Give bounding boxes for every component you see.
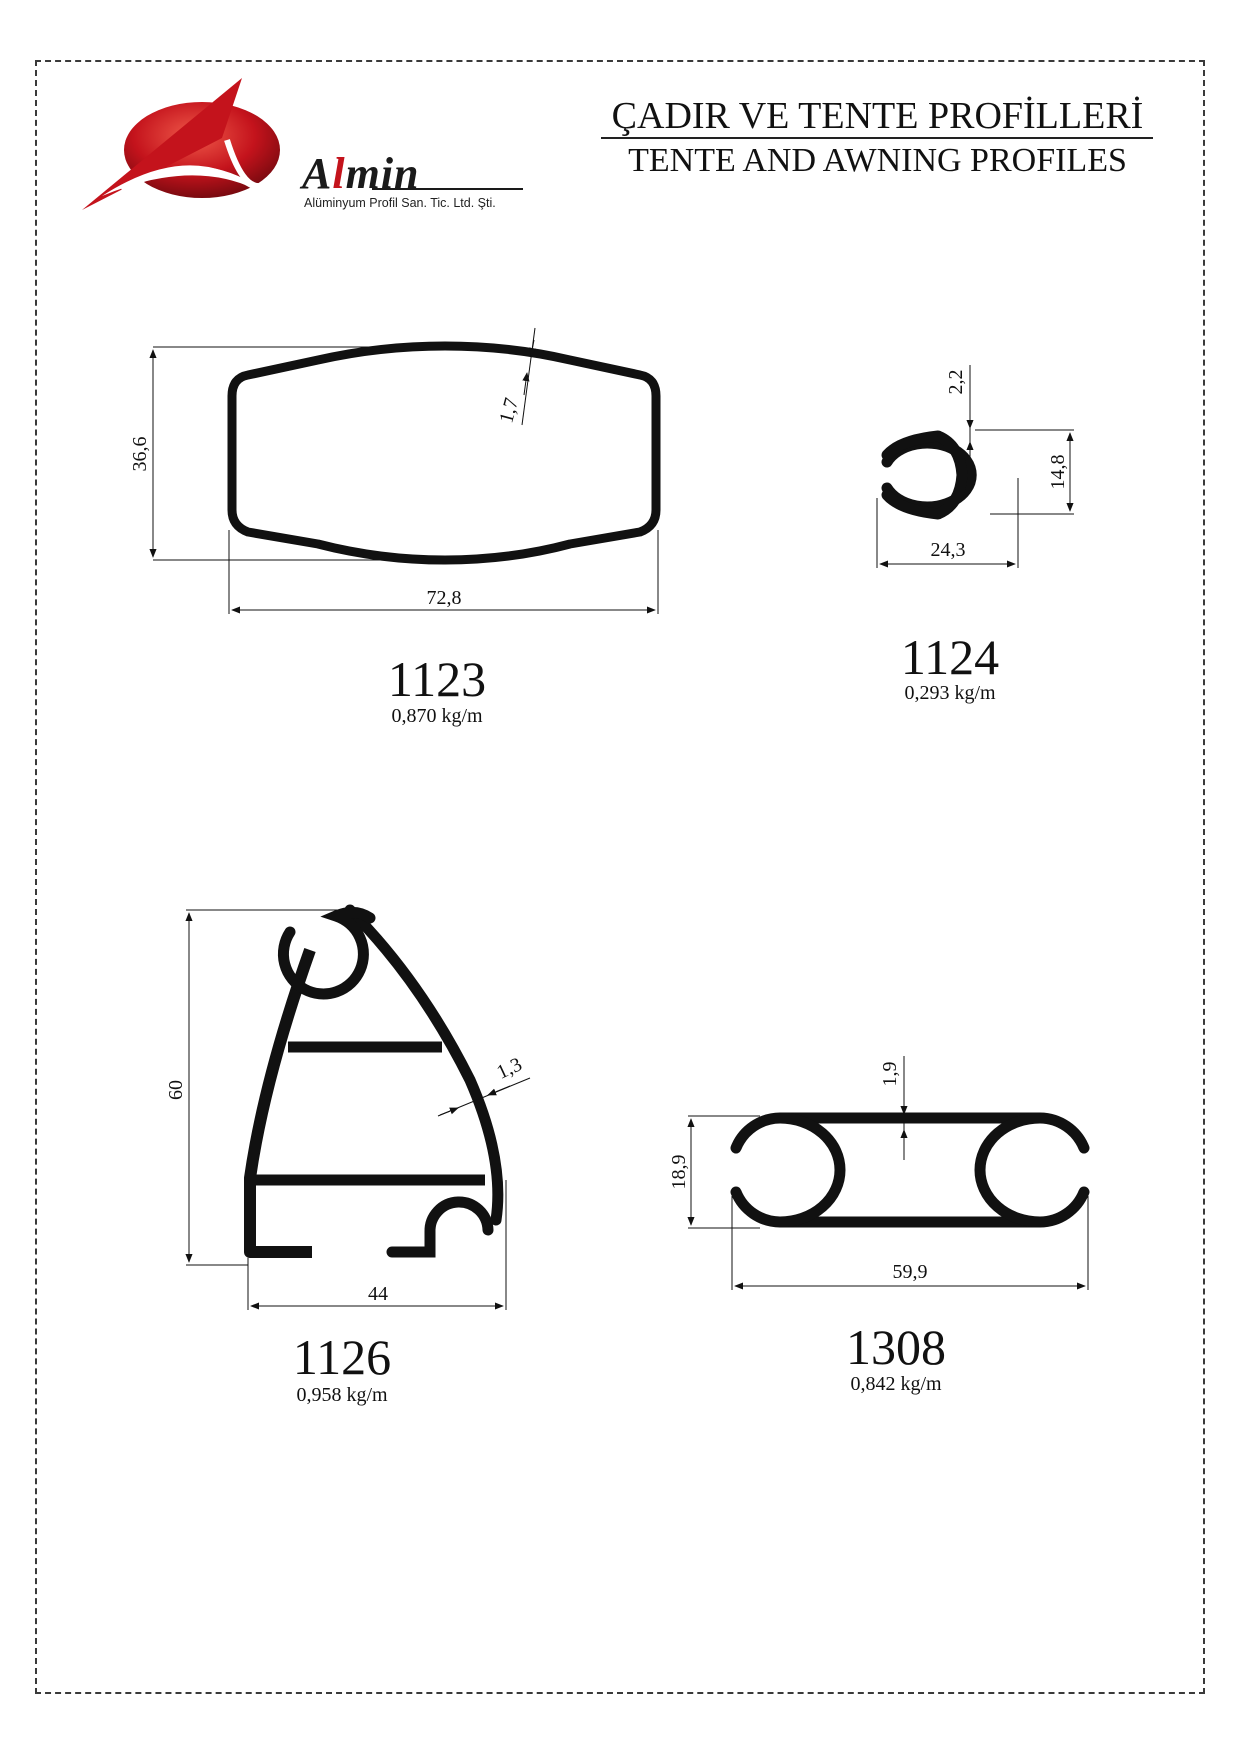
profile-1126-weight: 0,958 kg/m — [296, 1384, 388, 1406]
title-underline — [601, 137, 1153, 139]
profile-1124-weight: 0,293 kg/m — [904, 682, 996, 704]
dim-1124-wall: 2,2 — [945, 370, 967, 395]
profile-1308-weight: 0,842 kg/m — [850, 1373, 942, 1395]
dim-1308-width: 59,9 — [893, 1261, 928, 1283]
profile-1123-drawing: 36,6 72,8 1,7 — [129, 327, 661, 614]
profile-1126-code: 1126 — [292, 1329, 392, 1385]
logo-subtitle: Alüminyum Profil San. Tic. Ltd. Şti. — [304, 196, 496, 210]
title-english: TENTE AND AWNING PROFILES — [628, 142, 1127, 179]
dim-1308-wall: 1,9 — [879, 1062, 901, 1087]
page-border — [35, 60, 1205, 1694]
logo-brand: Almin — [302, 149, 420, 198]
profile-1308-drawing: 18,9 59,9 1,9 — [668, 1056, 1090, 1290]
almin-logo — [82, 78, 523, 210]
title-turkish: ÇADIR VE TENTE PROFİLLERİ — [611, 95, 1144, 137]
dim-1123-wall: 1,7 — [495, 396, 523, 426]
profile-1124-code: 1124 — [900, 629, 1000, 685]
profile-1123-weight: 0,870 kg/m — [391, 705, 483, 727]
dim-1123-width: 72,8 — [427, 587, 462, 609]
dim-1124-width: 24,3 — [931, 539, 966, 561]
dim-1308-height: 18,9 — [668, 1155, 690, 1190]
profile-1126-drawing: 60 44 1,3 — [165, 904, 531, 1310]
profile-1123-code: 1123 — [387, 651, 487, 707]
dim-1126-height: 60 — [165, 1080, 187, 1100]
profile-1124-drawing: 14,8 24,3 2,2 — [876, 365, 1074, 568]
dim-1123-height: 36,6 — [129, 437, 151, 472]
dim-1124-height: 14,8 — [1047, 455, 1069, 490]
profile-1308-code: 1308 — [846, 1319, 946, 1375]
dim-1126-width: 44 — [368, 1283, 388, 1305]
dim-1126-wall: 1,3 — [493, 1053, 525, 1084]
